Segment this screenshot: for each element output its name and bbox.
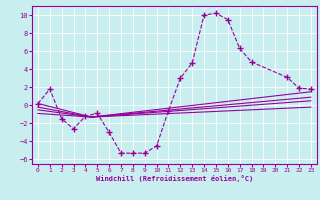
X-axis label: Windchill (Refroidissement éolien,°C): Windchill (Refroidissement éolien,°C): [96, 175, 253, 182]
